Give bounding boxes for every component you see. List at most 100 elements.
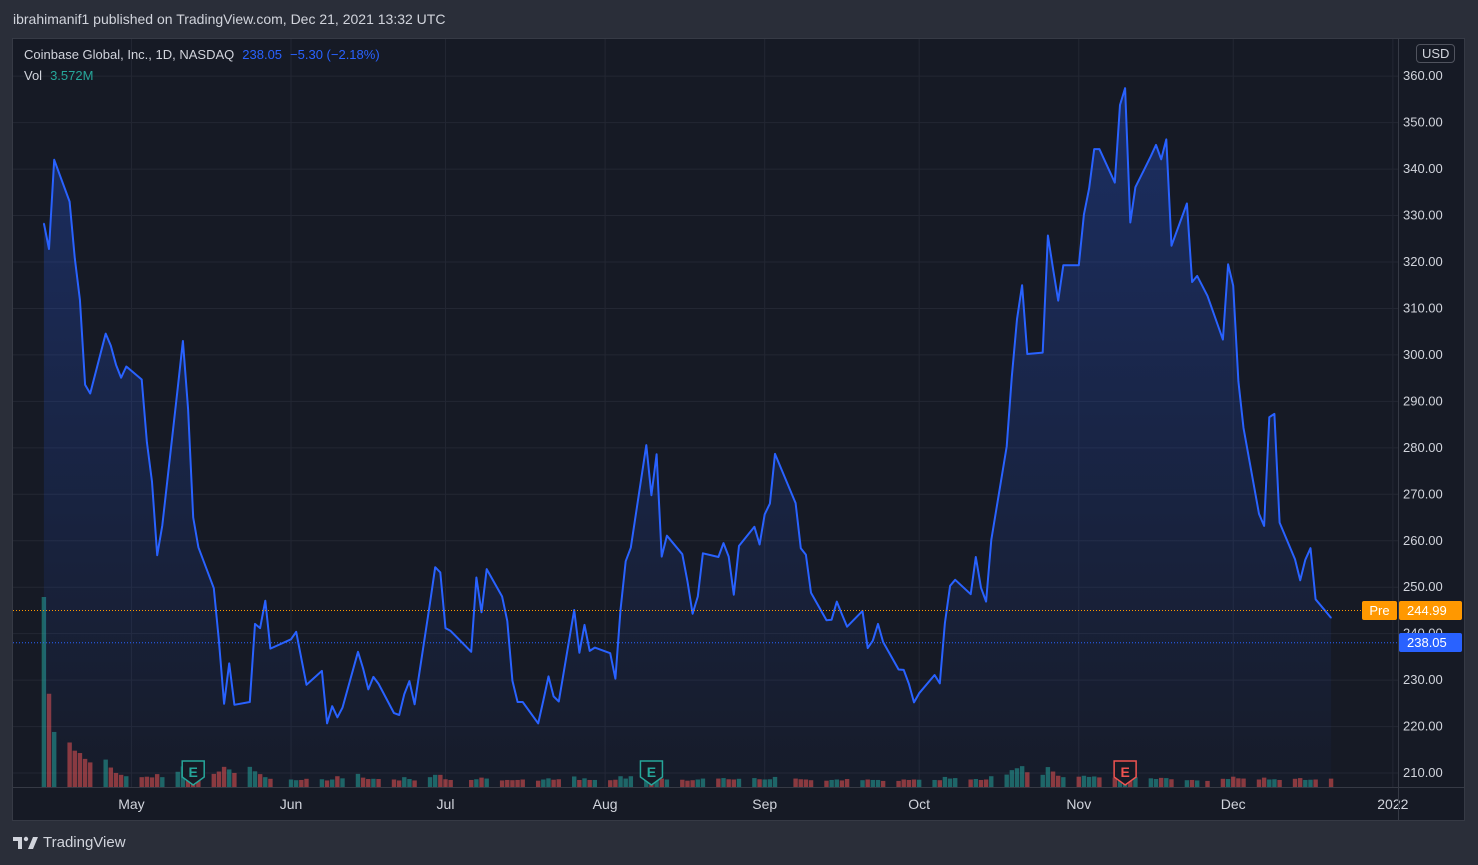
volume-label[interactable]: Vol xyxy=(24,68,43,83)
earnings-marker-icon: E xyxy=(639,760,664,786)
price-point xyxy=(872,640,874,642)
price-point xyxy=(1242,427,1245,429)
price-point xyxy=(898,668,900,671)
price-point xyxy=(223,703,225,705)
price-point xyxy=(1330,617,1332,619)
volume-legend: Vol 3.572M xyxy=(24,68,93,83)
earnings-marker-shape xyxy=(181,760,205,786)
price-point xyxy=(1165,138,1167,140)
price-point xyxy=(115,364,117,366)
price-point xyxy=(547,675,550,678)
price-point xyxy=(975,556,977,558)
price-point xyxy=(321,670,323,672)
price-point xyxy=(553,695,555,698)
price-point xyxy=(619,609,622,611)
price-point xyxy=(1155,144,1157,146)
price-point xyxy=(89,392,91,395)
price-chart[interactable]: E E E 210.00220.00230.00240.00250.00260.00… xyxy=(13,39,1465,821)
price-point xyxy=(722,542,725,544)
price-point xyxy=(511,680,513,682)
price-point xyxy=(429,602,431,604)
price-point xyxy=(1160,158,1162,160)
x-tick-label: May xyxy=(118,796,144,812)
price-point xyxy=(1227,263,1229,265)
price-point xyxy=(1047,234,1049,237)
tradingview-logo-icon xyxy=(13,836,38,849)
price-point xyxy=(681,553,683,555)
price-point xyxy=(105,333,107,335)
currency-button[interactable]: USD xyxy=(1416,44,1456,63)
price-point xyxy=(1299,579,1301,581)
price-point xyxy=(295,631,297,633)
price-point xyxy=(1196,275,1198,277)
price-point xyxy=(341,707,344,709)
price-point xyxy=(542,700,544,702)
y-tick-label: 310.00 xyxy=(1403,300,1443,315)
chart-panel[interactable]: E E E 210.00220.00230.00240.00250.00260.00… xyxy=(12,38,1465,821)
price-point xyxy=(738,545,740,547)
price-point xyxy=(218,640,220,642)
price-point xyxy=(697,595,699,598)
price-point xyxy=(949,585,951,587)
price-point xyxy=(53,159,55,161)
price-point xyxy=(120,377,122,379)
earnings-marker-shape xyxy=(639,760,664,786)
price-point xyxy=(594,647,596,649)
price-point xyxy=(470,651,472,653)
x-tick-label: Jun xyxy=(280,796,303,812)
y-tick-label: 280.00 xyxy=(1403,440,1443,455)
price-point xyxy=(1016,318,1018,320)
price-point xyxy=(434,566,436,568)
price-point xyxy=(1237,380,1239,382)
price-point xyxy=(331,705,333,707)
price-point xyxy=(192,516,194,519)
price-point xyxy=(1006,445,1008,448)
price-point xyxy=(403,693,405,695)
price-point xyxy=(84,384,86,386)
earnings-marker-label: E xyxy=(1120,764,1129,780)
price-point xyxy=(1170,245,1173,247)
price-point xyxy=(1078,264,1080,266)
price-point xyxy=(444,627,447,629)
price-point xyxy=(903,669,905,671)
earnings-marker-icon: E xyxy=(1113,760,1137,786)
price-point xyxy=(362,667,364,670)
y-tick-label: 300.00 xyxy=(1403,347,1443,362)
price-point xyxy=(774,453,776,455)
x-tick-label: Dec xyxy=(1221,796,1246,812)
tradingview-logo[interactable]: TradingView xyxy=(13,834,126,851)
price-point xyxy=(980,587,982,589)
price-point xyxy=(1093,148,1095,150)
price-point xyxy=(825,619,828,621)
symbol-legend: Coinbase Global, Inc., 1D, NASDAQ 238.05−… xyxy=(24,47,380,62)
earnings-marker-icon: E xyxy=(181,760,205,786)
price-point xyxy=(125,365,127,368)
y-tick-label: 230.00 xyxy=(1403,672,1443,687)
price-point xyxy=(759,543,761,546)
price-point xyxy=(336,716,338,718)
y-tick-label: 210.00 xyxy=(1403,765,1443,780)
price-point xyxy=(1134,186,1136,188)
price-point xyxy=(1304,559,1306,561)
price-point xyxy=(908,683,910,685)
price-point xyxy=(1083,214,1085,216)
x-tick-label: Nov xyxy=(1066,796,1091,812)
price-area-fill xyxy=(43,88,1332,787)
price-point xyxy=(398,714,400,716)
price-point xyxy=(913,701,915,704)
price-point xyxy=(1222,339,1224,341)
y-tick-label: 270.00 xyxy=(1403,486,1443,501)
price-point xyxy=(228,662,230,665)
price-point xyxy=(1042,352,1044,354)
last-price: 238.05 xyxy=(242,47,283,62)
symbol-title[interactable]: Coinbase Global, Inc., 1D, NASDAQ xyxy=(24,47,235,62)
price-point xyxy=(141,378,143,381)
price-point xyxy=(614,678,617,680)
axes: 210.00220.00230.00240.00250.00260.00270.… xyxy=(13,39,1464,820)
price-point xyxy=(480,611,483,613)
price-point xyxy=(1273,413,1275,415)
price-point xyxy=(728,556,730,558)
price-point xyxy=(800,547,802,549)
price-point xyxy=(151,481,153,483)
price-point xyxy=(589,650,591,652)
